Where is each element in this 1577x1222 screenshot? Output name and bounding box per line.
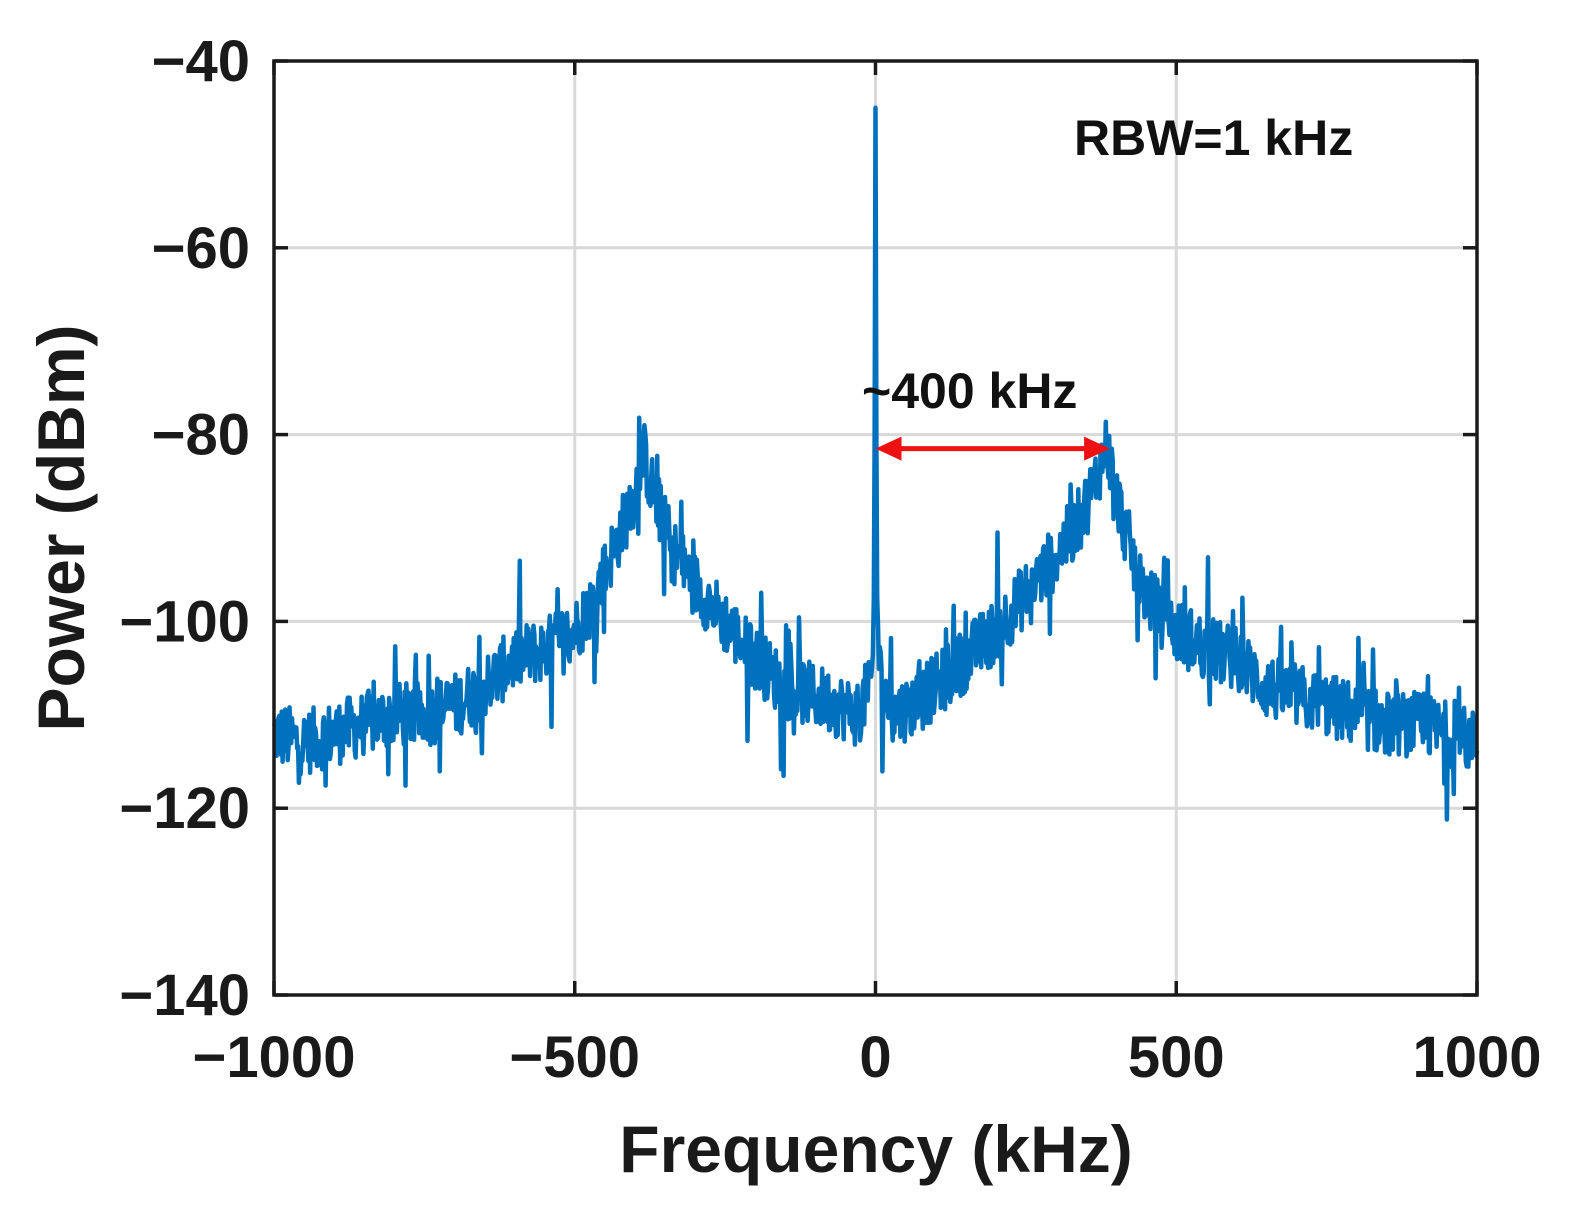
x-axis-label: Frequency (kHz) — [619, 1112, 1132, 1186]
series-line — [271, 105, 1480, 822]
spacing-arrow — [875, 436, 1111, 461]
x-tick-label: 500 — [1128, 1025, 1225, 1090]
y-tick-label: −140 — [119, 963, 250, 1028]
y-tick-labels: −40 −60 −80 −100 −120 −140 — [119, 29, 250, 1028]
y-tick-label: −40 — [152, 29, 250, 94]
y-axis-label: Power (dBm) — [24, 324, 98, 731]
plot-area — [271, 105, 1480, 822]
x-tick-label: −500 — [509, 1025, 640, 1090]
arrow-head-left — [875, 436, 902, 461]
x-tick-label: 1000 — [1412, 1025, 1541, 1090]
spacing-annotation: ~400 kHz — [862, 363, 1077, 419]
y-tick-label: −60 — [152, 216, 250, 281]
x-tick-label: −1000 — [193, 1025, 356, 1090]
x-tick-labels: −1000 −500 0 500 1000 — [193, 1025, 1542, 1090]
arrow-head-right — [1084, 436, 1111, 461]
rbw-annotation: RBW=1 kHz — [1074, 110, 1353, 166]
x-tick-label: 0 — [859, 1025, 891, 1090]
y-tick-label: −120 — [119, 776, 250, 841]
axis-ticks — [272, 59, 1479, 997]
y-tick-label: −80 — [152, 403, 250, 468]
y-tick-label: −100 — [119, 589, 250, 654]
